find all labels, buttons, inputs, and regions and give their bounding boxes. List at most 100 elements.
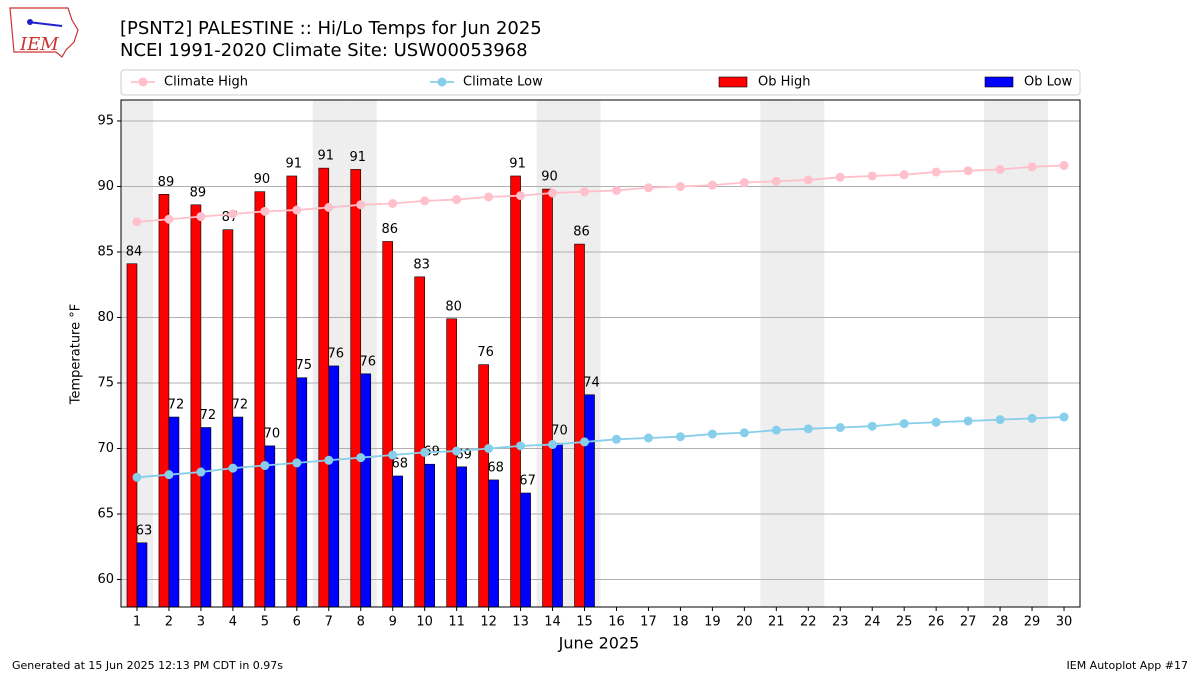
x-tick-label: 25 [896, 615, 913, 630]
point [388, 450, 398, 460]
point [963, 416, 973, 426]
point [1059, 412, 1069, 422]
bar [350, 169, 362, 608]
x-tick-label: 15 [576, 615, 593, 630]
data-label: 86 [573, 225, 590, 240]
point [931, 167, 941, 177]
legend-label: Climate High [164, 75, 248, 90]
x-tick-label: 9 [389, 615, 397, 630]
data-label: 89 [158, 175, 175, 190]
point [324, 202, 334, 212]
point [228, 209, 238, 219]
data-label: 75 [296, 358, 313, 373]
data-label: 72 [168, 398, 185, 413]
bar [200, 427, 212, 608]
x-tick-label: 19 [704, 615, 721, 630]
x-tick-label: 30 [1056, 615, 1073, 630]
legend-label: Ob Low [1024, 75, 1073, 90]
y-tick-label: 70 [97, 441, 114, 456]
bar [414, 276, 425, 608]
point [803, 175, 813, 185]
x-tick-label: 3 [197, 615, 205, 630]
y-tick-label: 60 [97, 572, 114, 587]
bar [254, 191, 266, 608]
legend-label: Ob High [758, 75, 811, 90]
bar [520, 492, 531, 608]
bar [392, 475, 404, 608]
weekend-band [760, 100, 793, 607]
data-label: 90 [541, 170, 558, 185]
x-tick-label: 7 [325, 615, 333, 630]
data-label: 91 [509, 156, 526, 171]
data-label: 90 [254, 172, 271, 187]
x-tick-label: 16 [608, 615, 625, 630]
point [132, 472, 142, 482]
x-tick-label: 8 [357, 615, 365, 630]
data-label: 76 [477, 345, 494, 360]
x-tick-label: 13 [512, 615, 529, 630]
point [420, 447, 430, 457]
footer-right: IEM Autoplot App #17 [1067, 659, 1189, 672]
data-label: 91 [349, 150, 366, 165]
point [707, 180, 717, 190]
weekend-band [1016, 100, 1049, 607]
bar [190, 204, 202, 608]
data-label: 76 [359, 354, 376, 369]
bar [264, 445, 276, 608]
point [771, 425, 781, 435]
point [388, 198, 398, 208]
x-tick-label: 14 [544, 615, 561, 630]
line [136, 416, 1065, 479]
point [420, 196, 430, 206]
point [452, 446, 462, 456]
x-tick-label: 6 [293, 615, 301, 630]
bar [222, 229, 234, 608]
bar [574, 243, 585, 608]
point [739, 428, 749, 438]
point [196, 467, 206, 477]
point [899, 419, 909, 429]
x-tick-label: 21 [768, 615, 785, 630]
bar [552, 442, 563, 608]
data-label: 76 [328, 346, 345, 361]
bar [232, 416, 244, 608]
logo-text: IEM [19, 34, 59, 55]
point [484, 443, 494, 453]
y-axis-title: Temperature °F [69, 304, 84, 405]
bar [168, 416, 180, 608]
data-label: 68 [487, 460, 504, 475]
data-label: 89 [190, 185, 207, 200]
bar [382, 241, 394, 608]
bar [488, 479, 499, 608]
point [516, 441, 526, 451]
point [643, 183, 653, 193]
x-tick-label: 1 [133, 615, 141, 630]
x-tick-label: 5 [261, 615, 269, 630]
data-label: 70 [551, 424, 568, 439]
point [899, 170, 909, 180]
point [484, 192, 494, 202]
data-label: 68 [391, 456, 408, 471]
x-tick-label: 24 [864, 615, 881, 630]
bar [126, 263, 138, 608]
x-tick-label: 22 [800, 615, 817, 630]
point [867, 171, 877, 181]
point [835, 423, 845, 433]
chart-subtitle: NCEI 1991-2020 Climate Site: USW00053968 [120, 40, 528, 61]
point [548, 440, 558, 450]
point [292, 458, 302, 468]
x-tick-label: 28 [992, 615, 1009, 630]
data-label: 67 [519, 474, 536, 489]
point [611, 434, 621, 444]
point [675, 432, 685, 442]
bar [286, 175, 298, 608]
point [1027, 162, 1037, 172]
point [707, 429, 717, 439]
point [580, 187, 590, 197]
x-axis-title: June 2025 [558, 634, 640, 653]
data-label: 72 [232, 398, 249, 413]
point [356, 200, 366, 210]
legend-swatch [437, 77, 447, 87]
y-tick-label: 95 [97, 113, 114, 128]
